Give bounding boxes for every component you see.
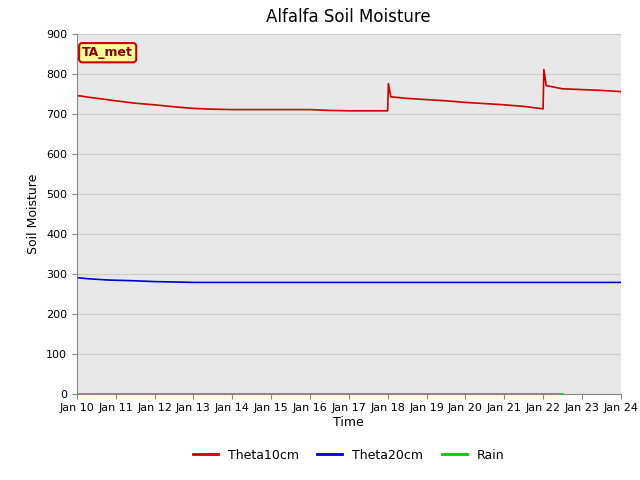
Theta10cm: [84, 94, 92, 100]
Theta10cm: [77, 93, 84, 99]
Theta10cm: [442, 98, 450, 104]
Theta10cm: [112, 98, 120, 104]
Text: TA_met: TA_met: [82, 46, 133, 59]
Theta20cm: [306, 279, 314, 285]
Theta20cm: [384, 279, 392, 285]
X-axis label: Time: Time: [333, 416, 364, 429]
Theta20cm: [228, 279, 236, 285]
Theta20cm: [150, 279, 158, 285]
Theta10cm: [578, 87, 586, 93]
Legend: Theta10cm, Theta20cm, Rain: Theta10cm, Theta20cm, Rain: [188, 444, 510, 467]
Theta10cm: [345, 108, 353, 114]
Theta10cm: [189, 106, 197, 111]
Theta20cm: [104, 277, 112, 283]
Theta10cm: [403, 96, 411, 101]
Theta20cm: [500, 279, 508, 285]
Theta10cm: [364, 108, 372, 114]
Theta10cm: [385, 81, 392, 86]
Theta20cm: [578, 279, 586, 285]
Theta20cm: [520, 279, 527, 285]
Theta10cm: [384, 108, 392, 114]
Theta10cm: [387, 94, 395, 100]
Theta10cm: [170, 104, 178, 109]
Theta10cm: [287, 107, 294, 112]
Y-axis label: Soil Moisture: Soil Moisture: [28, 173, 40, 254]
Theta10cm: [422, 96, 430, 102]
Theta10cm: [500, 102, 508, 108]
Theta10cm: [306, 107, 314, 112]
Theta20cm: [617, 279, 625, 285]
Theta20cm: [73, 275, 81, 280]
Theta10cm: [131, 100, 139, 106]
Theta10cm: [268, 107, 275, 112]
Theta20cm: [84, 276, 92, 282]
Theta10cm: [150, 102, 158, 108]
Theta20cm: [540, 279, 547, 285]
Theta10cm: [598, 87, 605, 93]
Theta10cm: [461, 99, 469, 105]
Line: Theta10cm: Theta10cm: [77, 70, 621, 111]
Theta20cm: [345, 279, 353, 285]
Theta20cm: [189, 279, 197, 285]
Theta20cm: [170, 279, 178, 285]
Theta10cm: [520, 104, 527, 109]
Theta10cm: [540, 67, 548, 72]
Theta20cm: [131, 278, 139, 284]
Theta10cm: [73, 93, 81, 98]
Theta10cm: [542, 83, 550, 88]
Theta20cm: [461, 279, 469, 285]
Theta10cm: [481, 101, 489, 107]
Title: Alfalfa Soil Moisture: Alfalfa Soil Moisture: [266, 9, 431, 26]
Theta10cm: [540, 106, 547, 112]
Theta10cm: [326, 108, 333, 113]
Theta20cm: [268, 279, 275, 285]
Theta10cm: [248, 107, 255, 112]
Theta10cm: [228, 107, 236, 112]
Theta10cm: [209, 106, 216, 112]
Theta10cm: [617, 89, 625, 95]
Theta10cm: [100, 96, 108, 102]
Line: Theta20cm: Theta20cm: [77, 277, 621, 282]
Theta10cm: [559, 86, 566, 92]
Theta20cm: [598, 279, 605, 285]
Theta20cm: [559, 279, 566, 285]
Theta20cm: [422, 279, 430, 285]
